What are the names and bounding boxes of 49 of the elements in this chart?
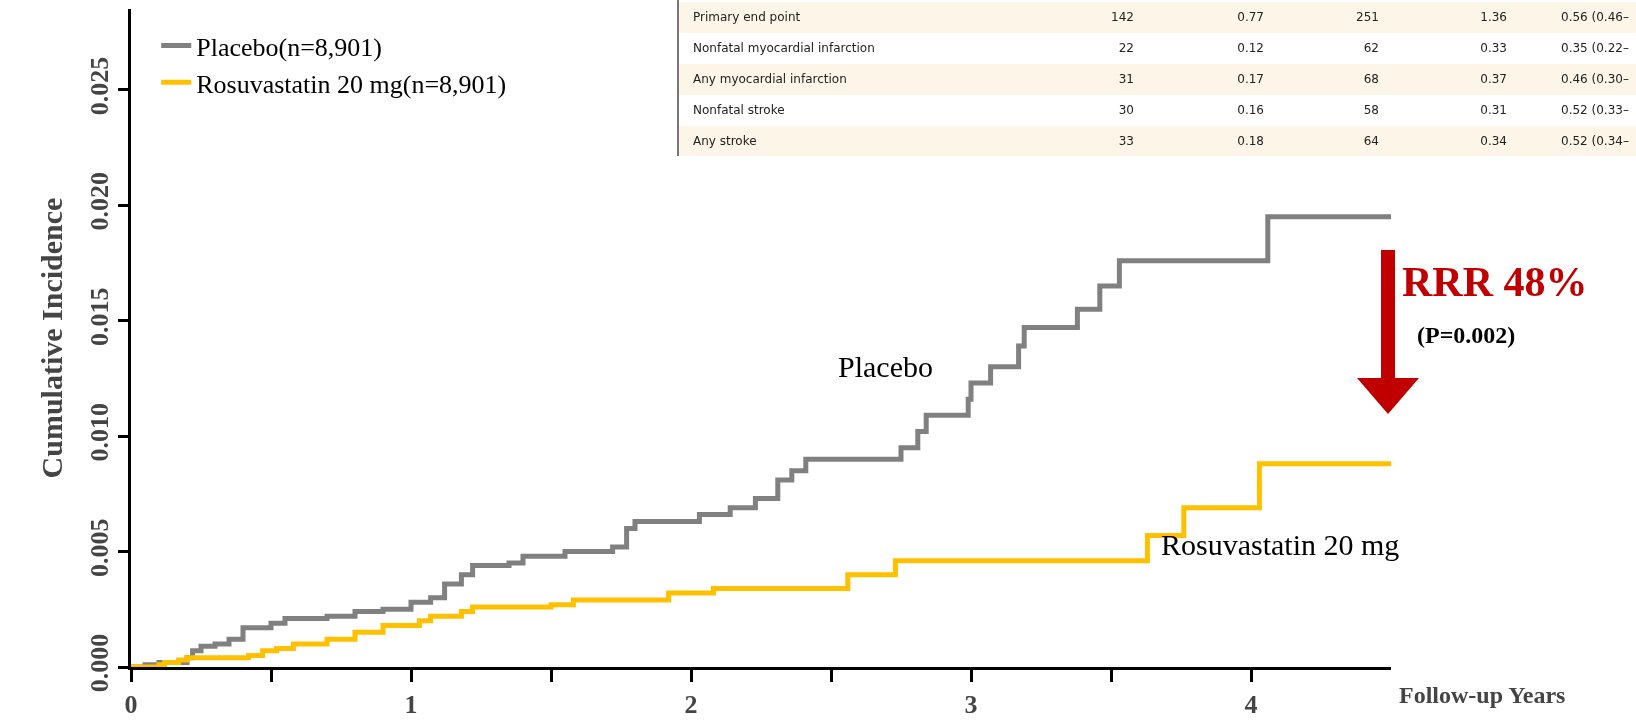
legend-label: Placebo(n=8,901) [196, 32, 382, 62]
annotation: 142 [1111, 10, 1134, 24]
x-tick-label: 1 [404, 690, 418, 720]
annotation: 0.77 [1237, 10, 1264, 24]
annotation: 0.17 [1237, 72, 1264, 86]
text: 0.52 (0.34– [1561, 134, 1629, 148]
y-tick-label: 0.000 [84, 633, 114, 693]
text: (P=0.002) [1417, 322, 1516, 348]
y-axis-title: Cumulative Incidence [34, 197, 68, 479]
text: 1.36 [1480, 10, 1507, 24]
annotation: 64 [1363, 134, 1379, 148]
y-tick-label: 0.020 [84, 172, 114, 231]
legend-label: Rosuvastatin 20 mg(n=8,901) [196, 69, 507, 99]
y-tick-label: 0.005 [84, 518, 114, 577]
y-tick-label: 0.025 [84, 56, 114, 116]
text: 0.33 [1480, 41, 1507, 55]
annotation: 0.12 [1237, 41, 1264, 55]
text: 0.35 (0.22– [1561, 41, 1629, 55]
annotation: Any stroke [693, 134, 757, 148]
annotation: Rosuvastatin 20 mg [1161, 528, 1400, 561]
annotation: Placebo [838, 350, 933, 383]
annotation: 251 [1356, 10, 1379, 24]
y-tick-label: 0.015 [84, 287, 114, 347]
text: 0.37 [1480, 72, 1507, 86]
annotation: 68 [1363, 72, 1379, 86]
annotation: 31 [1118, 72, 1134, 86]
annotation: Any myocardial infarction [693, 72, 847, 86]
annotation: 0.18 [1237, 134, 1264, 148]
text: 0.56 (0.46– [1561, 10, 1629, 24]
annotation: 62 [1363, 41, 1379, 55]
annotation: 33 [1118, 134, 1134, 148]
annotation: 22 [1118, 41, 1134, 55]
x-axis-title: Follow-up Years [1399, 682, 1566, 708]
text: 0.31 [1480, 103, 1507, 117]
text: RRR 48% [1402, 259, 1588, 305]
annotation: 58 [1363, 103, 1379, 117]
text: 0.52 (0.33– [1561, 103, 1629, 117]
annotation: 30 [1118, 103, 1134, 117]
text: 0.46 (0.30– [1561, 72, 1629, 86]
y-tick-label: 0.010 [84, 402, 114, 462]
x-tick-label: 0 [124, 690, 138, 720]
x-tick-label: 4 [1244, 690, 1258, 720]
text: 0.34 [1480, 134, 1507, 148]
annotation: Nonfatal myocardial infarction [693, 41, 875, 55]
x-tick-label: 2 [684, 690, 698, 720]
x-tick-label: 3 [964, 690, 978, 720]
annotation: Nonfatal stroke [693, 103, 785, 117]
annotation: Primary end point [693, 10, 801, 24]
annotation: 0.16 [1237, 103, 1264, 117]
